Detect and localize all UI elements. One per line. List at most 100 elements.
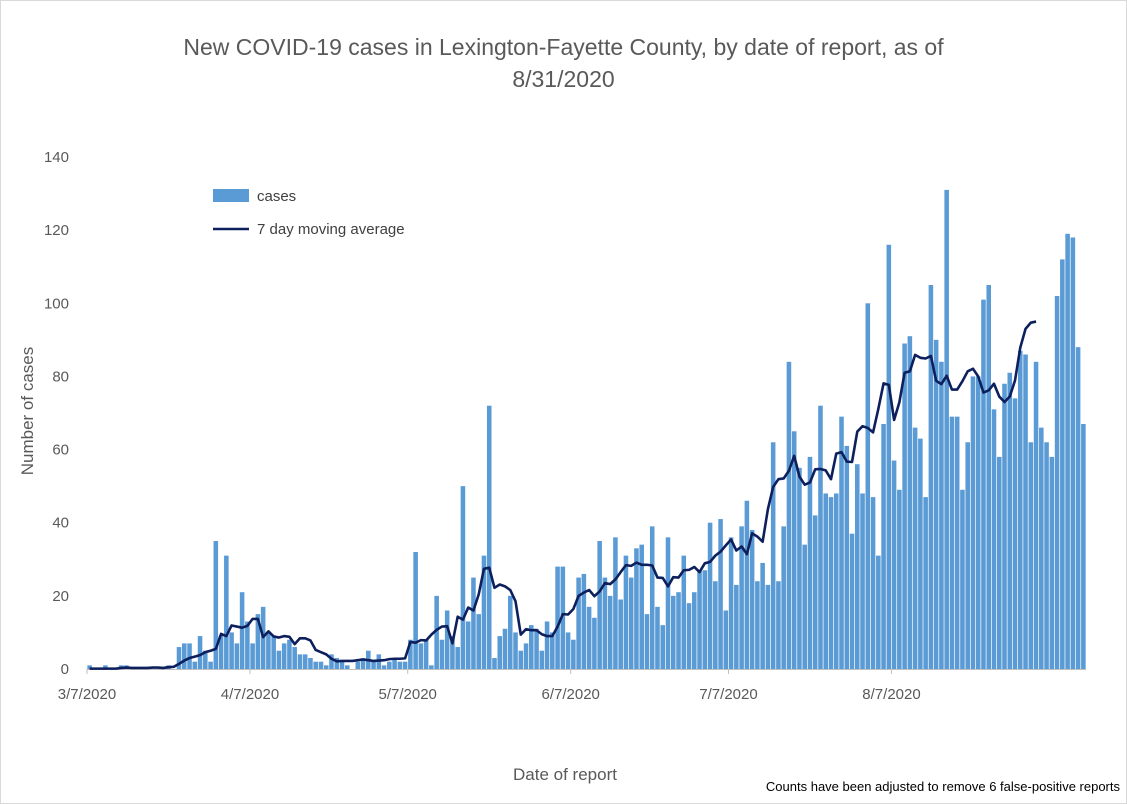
bar-day-64	[423, 639, 429, 669]
bar-day-95	[586, 606, 592, 669]
bar-day-137	[807, 456, 813, 669]
bar-day-34	[266, 632, 271, 669]
bar-day-171	[986, 285, 992, 669]
bar-day-107	[649, 526, 655, 669]
bar-day-38	[287, 639, 292, 669]
bar-day-96	[592, 617, 597, 669]
bar-day-63	[418, 643, 424, 669]
bar-day-67	[439, 639, 445, 669]
bar-day-160	[928, 285, 934, 669]
bar-day-117	[702, 570, 708, 669]
bar-day-51	[355, 661, 361, 669]
bar-day-77	[492, 658, 497, 669]
bar-day-29	[239, 592, 245, 669]
bar-day-156	[907, 336, 913, 669]
bar-day-32	[255, 614, 261, 669]
bar-day-130	[770, 442, 776, 669]
bar-day-167	[965, 442, 970, 669]
bar-day-121	[723, 610, 729, 669]
bar-day-61	[408, 639, 413, 669]
bar-day-111	[670, 595, 676, 669]
bar-day-72	[465, 621, 471, 669]
chart-title-line-1: New COVID-19 cases in Lexington-Fayette …	[183, 34, 944, 60]
x-axis-label: Date of report	[513, 765, 617, 784]
bar-day-126	[749, 530, 755, 669]
bar-day-68	[444, 610, 450, 669]
bar-day-114	[686, 603, 692, 669]
bar-day-90	[560, 566, 566, 669]
bar-day-79	[502, 628, 508, 669]
y-tick-label: 40	[52, 515, 69, 532]
bar-day-102	[623, 555, 629, 669]
bar-day-141	[828, 497, 834, 669]
bar-day-136	[802, 544, 807, 669]
bar-day-153	[891, 460, 897, 669]
bar-day-19	[187, 643, 192, 669]
bar-day-151	[881, 423, 886, 669]
bar-day-155	[902, 343, 907, 669]
bar-day-70	[455, 647, 460, 669]
bar-day-39	[292, 647, 297, 669]
bar-day-30	[245, 621, 250, 669]
bar-day-169	[975, 376, 981, 669]
bar-day-128	[760, 562, 765, 669]
bar-day-120	[718, 519, 723, 669]
bar-day-22	[203, 650, 208, 669]
bar-day-150	[876, 555, 881, 669]
bar-day-80	[507, 595, 513, 669]
bar-day-110	[665, 537, 671, 669]
bar-day-17	[176, 647, 182, 669]
bar-day-27	[229, 632, 234, 669]
bar-day-154	[897, 489, 902, 669]
bar-day-122	[728, 537, 734, 669]
bar-day-99	[607, 595, 613, 669]
bar-day-23	[208, 661, 213, 669]
bar-day-21	[197, 636, 203, 669]
bar-day-73	[471, 577, 476, 669]
bar-day-127	[755, 581, 760, 669]
bar-day-3	[103, 665, 108, 669]
bar-day-168	[970, 376, 976, 669]
bar-day-184	[1054, 295, 1060, 669]
bar-day-131	[776, 581, 781, 669]
bar-day-105	[639, 544, 644, 669]
bar-day-123	[734, 584, 739, 669]
bar-day-149	[870, 497, 876, 669]
x-tick-label: 8/7/2020	[862, 686, 920, 703]
bar-day-139	[818, 405, 823, 669]
bar-day-62	[413, 551, 418, 669]
bar-day-159	[923, 497, 928, 669]
bar-day-78	[497, 636, 503, 669]
bar-day-49	[344, 665, 350, 669]
bar-day-112	[676, 592, 681, 669]
bar-day-140	[823, 493, 829, 669]
bar-day-94	[581, 573, 587, 669]
bar-day-145	[849, 533, 855, 669]
bar-day-0	[87, 665, 92, 669]
bar-day-66	[434, 595, 439, 669]
bar-day-132	[781, 526, 786, 669]
bar-day-104	[634, 548, 639, 669]
bar-day-81	[513, 632, 518, 669]
bar-day-46	[329, 654, 334, 669]
legend-label-moving-average: 7 day moving average	[257, 221, 405, 238]
legend-swatch-cases	[213, 189, 249, 202]
bar-day-89	[555, 566, 560, 669]
bar-day-164	[949, 416, 955, 669]
bar-day-47	[334, 658, 340, 669]
bar-day-108	[655, 606, 660, 669]
bar-day-18	[181, 643, 187, 669]
bar-day-84	[529, 625, 534, 669]
bar-day-41	[302, 654, 308, 669]
legend: cases 7 day moving average	[213, 188, 405, 238]
bar-day-147	[860, 493, 865, 669]
bar-day-85	[534, 628, 539, 669]
y-tick-label: 0	[61, 661, 69, 678]
bar-day-44	[318, 661, 324, 669]
bar-day-152	[886, 244, 892, 669]
x-tick-label: 7/7/2020	[699, 686, 757, 703]
bar-day-98	[602, 577, 608, 669]
footnote: Counts have been adjusted to remove 6 fa…	[765, 779, 1120, 794]
bar-day-180	[1033, 361, 1039, 669]
